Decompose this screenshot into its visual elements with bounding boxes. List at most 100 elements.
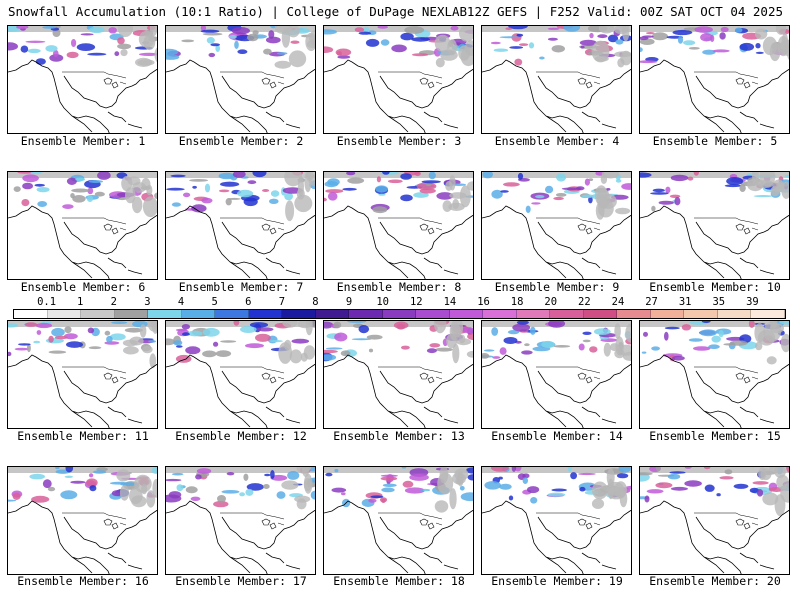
legend-tick-label: 4 bbox=[177, 296, 185, 308]
ensemble-member-map bbox=[481, 320, 632, 429]
snowfall-map bbox=[166, 321, 315, 428]
legend-swatch bbox=[583, 310, 618, 318]
member-label: Ensemble Member: 15 bbox=[649, 429, 781, 443]
ensemble-member-map bbox=[323, 320, 474, 429]
ensemble-member-map bbox=[639, 171, 790, 280]
snowfall-map bbox=[8, 467, 157, 574]
legend-tick-label: 0.1 bbox=[37, 296, 57, 308]
legend-tick-label: 20 bbox=[544, 296, 558, 308]
ensemble-member-map bbox=[481, 171, 632, 280]
legend-swatch bbox=[617, 310, 651, 318]
member-label: Ensemble Member: 19 bbox=[491, 574, 623, 588]
member-label: Ensemble Member: 12 bbox=[175, 429, 307, 443]
legend-swatch bbox=[516, 310, 551, 318]
snowfall-map bbox=[324, 172, 473, 279]
snowfall-map bbox=[482, 321, 631, 428]
member-label: Ensemble Member: 5 bbox=[652, 134, 778, 148]
snowfall-map bbox=[324, 321, 473, 428]
snowfall-map bbox=[482, 467, 631, 574]
legend-swatch bbox=[751, 310, 785, 318]
legend-tick-label: 8 bbox=[312, 296, 319, 308]
ensemble-member-map bbox=[165, 171, 316, 280]
legend-swatch bbox=[416, 310, 450, 318]
legend-tick-label: 12 bbox=[409, 296, 423, 308]
snowfall-map bbox=[324, 467, 473, 574]
ensemble-member-map bbox=[323, 25, 474, 134]
legend-tick-label: 1 bbox=[77, 296, 84, 308]
legend-tick-label: 39 bbox=[746, 296, 759, 308]
legend-swatch bbox=[47, 310, 82, 318]
legend-swatch bbox=[81, 310, 115, 318]
member-label: Ensemble Member: 10 bbox=[649, 280, 781, 294]
member-label: Ensemble Member: 14 bbox=[491, 429, 623, 443]
member-label: Ensemble Member: 20 bbox=[649, 574, 781, 588]
legend-swatch bbox=[550, 310, 584, 318]
legend-swatch bbox=[315, 310, 350, 318]
snowfall-map bbox=[482, 172, 631, 279]
member-label: Ensemble Member: 6 bbox=[20, 280, 146, 294]
legend-tick-label: 10 bbox=[376, 296, 390, 308]
member-label: Ensemble Member: 11 bbox=[17, 429, 149, 443]
ensemble-member-map bbox=[7, 466, 158, 575]
legend-tick-label: 31 bbox=[678, 296, 692, 308]
legend-swatch bbox=[483, 310, 517, 318]
legend-swatch bbox=[650, 310, 685, 318]
legend-tick-label: 2 bbox=[110, 296, 117, 308]
snowfall-map bbox=[8, 26, 157, 133]
legend-swatch bbox=[349, 310, 383, 318]
member-label: Ensemble Member: 4 bbox=[494, 134, 620, 148]
legend-swatch bbox=[717, 310, 752, 318]
member-label: Ensemble Member: 3 bbox=[336, 134, 462, 148]
member-label: Ensemble Member: 1 bbox=[20, 134, 146, 148]
snowfall-color-scale bbox=[13, 309, 786, 319]
ensemble-member-map bbox=[165, 466, 316, 575]
legend-tick-label: 14 bbox=[443, 296, 457, 308]
ensemble-member-map bbox=[323, 466, 474, 575]
legend-tick-label: 24 bbox=[611, 296, 625, 308]
legend-tick-label: 5 bbox=[211, 296, 218, 308]
member-label: Ensemble Member: 18 bbox=[333, 574, 465, 588]
snowfall-map bbox=[166, 172, 315, 279]
member-label: Ensemble Member: 7 bbox=[178, 280, 304, 294]
legend-tick-label: 27 bbox=[645, 296, 658, 308]
legend-tick-label: 3 bbox=[144, 296, 151, 308]
legend-tick-label: 35 bbox=[712, 296, 726, 308]
ensemble-member-map bbox=[7, 320, 158, 429]
ensemble-member-map bbox=[7, 25, 158, 134]
ensemble-member-map bbox=[639, 320, 790, 429]
legend-swatch bbox=[148, 310, 182, 318]
legend-swatch bbox=[382, 310, 417, 318]
ensemble-member-map bbox=[639, 25, 790, 134]
legend-tick-label: 9 bbox=[345, 296, 353, 308]
legend-swatch bbox=[114, 310, 149, 318]
snowfall-map bbox=[166, 26, 315, 133]
ensemble-member-map bbox=[639, 466, 790, 575]
legend-swatch bbox=[282, 310, 316, 318]
legend-swatch bbox=[248, 310, 283, 318]
legend-tick-label: 6 bbox=[245, 296, 252, 308]
valid-time: 12Z GEFS | F252 Valid: 00Z SAT OCT 04 20… bbox=[466, 4, 783, 19]
legend-tick-label: 22 bbox=[578, 296, 591, 308]
ensemble-member-map bbox=[165, 25, 316, 134]
snowfall-map bbox=[640, 172, 789, 279]
ensemble-member-map bbox=[165, 320, 316, 429]
member-label: Ensemble Member: 9 bbox=[494, 280, 620, 294]
ensemble-member-map bbox=[481, 466, 632, 575]
ensemble-member-map bbox=[323, 171, 474, 280]
snowfall-map bbox=[166, 467, 315, 574]
snowfall-map bbox=[482, 26, 631, 133]
legend-swatch bbox=[215, 310, 249, 318]
legend-swatch bbox=[14, 310, 48, 318]
legend-swatch bbox=[449, 310, 484, 318]
member-label: Ensemble Member: 13 bbox=[333, 429, 465, 443]
member-label: Ensemble Member: 16 bbox=[17, 574, 149, 588]
legend-tick-label: 18 bbox=[510, 296, 524, 308]
ensemble-member-map bbox=[7, 171, 158, 280]
snowfall-map bbox=[640, 26, 789, 133]
snowfall-map bbox=[640, 467, 789, 574]
member-label: Ensemble Member: 2 bbox=[178, 134, 304, 148]
ensemble-member-map bbox=[481, 25, 632, 134]
snowfall-map bbox=[324, 26, 473, 133]
snowfall-map bbox=[8, 321, 157, 428]
page-title: Snowfall Accumulation (10:1 Ratio) | Col… bbox=[8, 4, 468, 19]
